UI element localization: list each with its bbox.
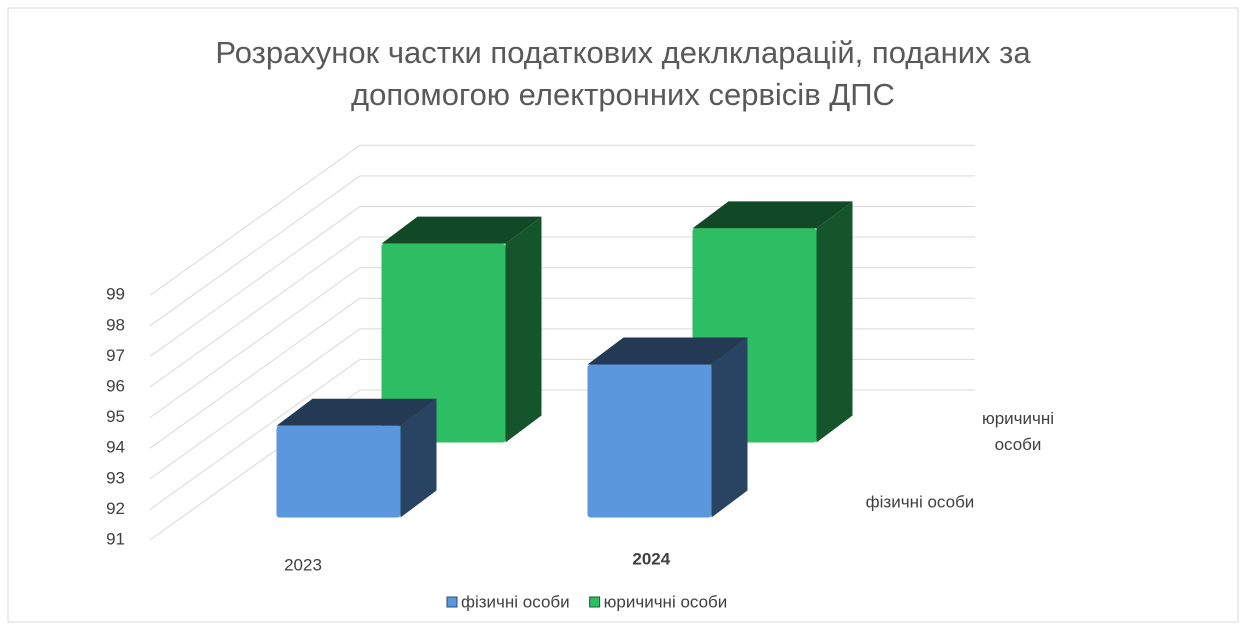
y-tick-label: 99 [106,285,125,304]
bar-top [381,216,542,244]
y-tick-label: 97 [106,346,125,365]
series-axis-label: фізичні особи [866,492,975,511]
grid-line [149,175,361,327]
bar-front [381,243,506,443]
y-tick-label: 92 [106,499,125,518]
bar [587,337,748,518]
series-axis-label-line: юричичні [982,409,1054,428]
chart-border [7,7,1239,623]
bar-top [276,398,437,426]
grid-line [149,267,361,419]
bar-side [400,398,437,518]
x-tick-label: 2023 [284,555,322,574]
bar-side [816,201,853,443]
bar-side [505,216,542,443]
series-axis-label-line: особи [995,435,1042,454]
y-tick-label: 93 [106,468,125,487]
bar-front [276,425,401,518]
bar-top [692,201,853,229]
legend-swatch [446,596,458,608]
grid-line [149,206,361,357]
legend-swatch [589,596,601,608]
grid-line [149,236,361,388]
x-tick-label: 2024 [632,549,670,568]
bar-front [587,364,712,518]
grid-line [149,328,361,480]
y-tick-label: 96 [106,377,125,396]
chart-title: Розрахунок частки податкових деклклараці… [215,35,1031,112]
bar [276,398,437,518]
bar-top [587,337,748,365]
bar-side [711,337,748,518]
grid-line [149,297,361,449]
y-tick-label: 91 [106,529,125,548]
series-axis-label: юричичні особи [982,409,1054,454]
bar [381,216,542,443]
grid-line [149,144,361,296]
y-tick-label: 94 [106,438,125,457]
legend-label: фізичні особи [461,592,570,611]
grid-line [149,358,361,510]
y-tick-label: 98 [106,315,125,334]
legend-label: юричичні особи [604,592,728,611]
y-tick-label: 95 [106,407,125,426]
